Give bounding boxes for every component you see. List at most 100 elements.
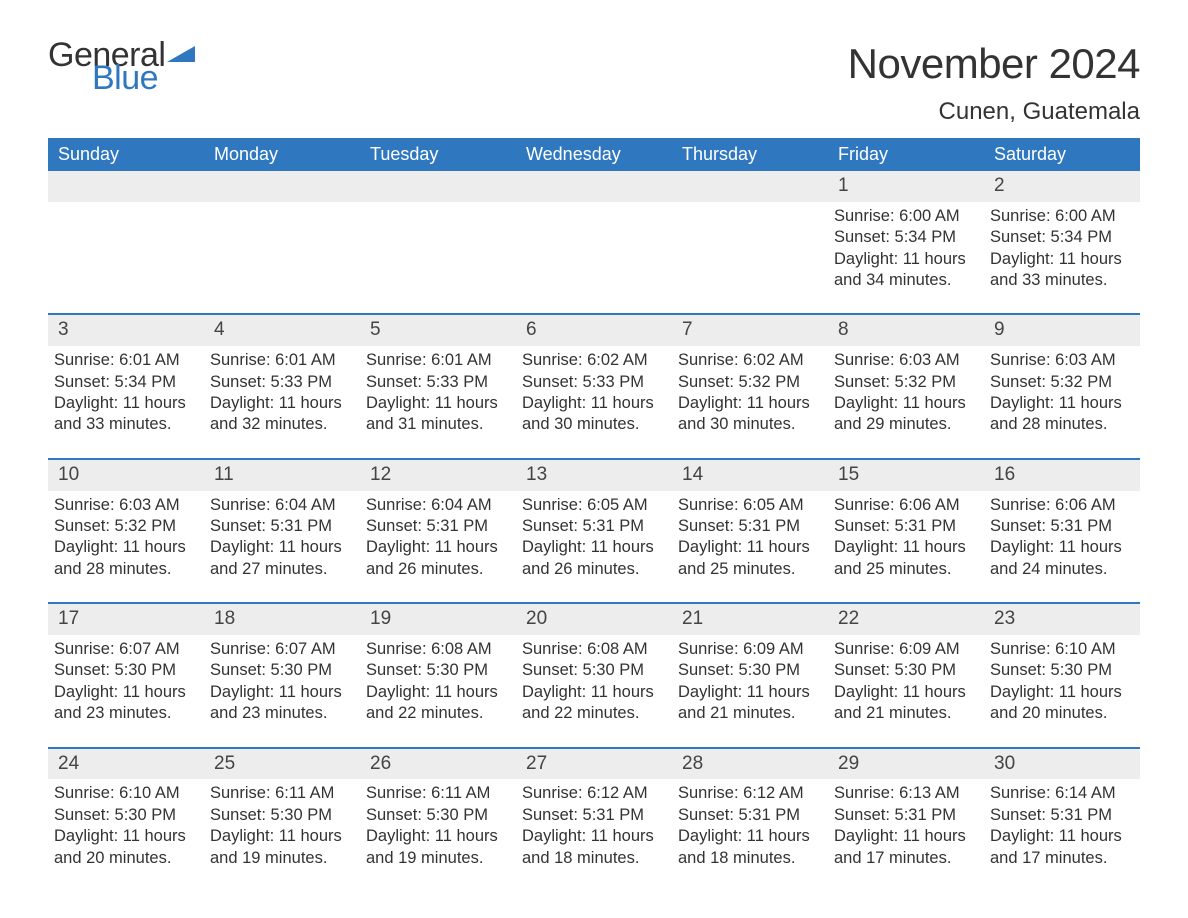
day-number: 12 <box>360 458 516 491</box>
sunrise-line: Sunrise: 6:11 AM <box>366 783 510 804</box>
sunset-line: Sunset: 5:30 PM <box>366 660 510 681</box>
sunrise-line: Sunrise: 6:00 AM <box>834 206 978 227</box>
sunrise-line: Sunrise: 6:02 AM <box>522 350 666 371</box>
sunrise-line: Sunrise: 6:02 AM <box>678 350 822 371</box>
sunrise-line: Sunrise: 6:09 AM <box>678 639 822 660</box>
calendar: SundayMondayTuesdayWednesdayThursdayFrid… <box>48 138 1140 891</box>
calendar-day: 12Sunrise: 6:04 AMSunset: 5:31 PMDayligh… <box>360 458 516 602</box>
sunset-line: Sunset: 5:34 PM <box>990 227 1134 248</box>
day-number: 2 <box>984 171 1140 202</box>
calendar-day: 14Sunrise: 6:05 AMSunset: 5:31 PMDayligh… <box>672 458 828 602</box>
sunset-line: Sunset: 5:32 PM <box>834 372 978 393</box>
day-number <box>204 171 360 202</box>
calendar-day: 4Sunrise: 6:01 AMSunset: 5:33 PMDaylight… <box>204 313 360 457</box>
calendar-day: 3Sunrise: 6:01 AMSunset: 5:34 PMDaylight… <box>48 313 204 457</box>
sunrise-line: Sunrise: 6:06 AM <box>990 495 1134 516</box>
daylight-line: Daylight: 11 hours and 28 minutes. <box>990 393 1134 436</box>
title-block: November 2024 Cunen, Guatemala <box>848 40 1140 126</box>
day-number: 13 <box>516 458 672 491</box>
calendar-day: 17Sunrise: 6:07 AMSunset: 5:30 PMDayligh… <box>48 602 204 746</box>
day-number: 3 <box>48 313 204 346</box>
sunset-line: Sunset: 5:30 PM <box>54 660 198 681</box>
sunrise-line: Sunrise: 6:05 AM <box>678 495 822 516</box>
calendar-day: 15Sunrise: 6:06 AMSunset: 5:31 PMDayligh… <box>828 458 984 602</box>
sunset-line: Sunset: 5:34 PM <box>54 372 198 393</box>
day-number: 28 <box>672 747 828 780</box>
sunset-line: Sunset: 5:30 PM <box>834 660 978 681</box>
sunrise-line: Sunrise: 6:12 AM <box>522 783 666 804</box>
calendar-day: 8Sunrise: 6:03 AMSunset: 5:32 PMDaylight… <box>828 313 984 457</box>
calendar-day: 16Sunrise: 6:06 AMSunset: 5:31 PMDayligh… <box>984 458 1140 602</box>
daylight-line: Daylight: 11 hours and 21 minutes. <box>678 682 822 725</box>
sunrise-line: Sunrise: 6:06 AM <box>834 495 978 516</box>
sunset-line: Sunset: 5:31 PM <box>990 516 1134 537</box>
sunrise-line: Sunrise: 6:07 AM <box>54 639 198 660</box>
weekday-header: Thursday <box>672 138 828 171</box>
day-number: 23 <box>984 602 1140 635</box>
weekday-header: Monday <box>204 138 360 171</box>
sunrise-line: Sunrise: 6:03 AM <box>990 350 1134 371</box>
sunrise-line: Sunrise: 6:04 AM <box>366 495 510 516</box>
sunrise-line: Sunrise: 6:11 AM <box>210 783 354 804</box>
sunset-line: Sunset: 5:30 PM <box>210 660 354 681</box>
day-number <box>48 171 204 202</box>
daylight-line: Daylight: 11 hours and 17 minutes. <box>834 826 978 869</box>
sunrise-line: Sunrise: 6:10 AM <box>54 783 198 804</box>
calendar-day: 30Sunrise: 6:14 AMSunset: 5:31 PMDayligh… <box>984 747 1140 891</box>
daylight-line: Daylight: 11 hours and 25 minutes. <box>834 537 978 580</box>
daylight-line: Daylight: 11 hours and 19 minutes. <box>366 826 510 869</box>
calendar-week: 17Sunrise: 6:07 AMSunset: 5:30 PMDayligh… <box>48 602 1140 746</box>
sunset-line: Sunset: 5:33 PM <box>210 372 354 393</box>
calendar-day <box>204 171 360 313</box>
month-title: November 2024 <box>848 40 1140 88</box>
brand-word-2: Blue <box>92 63 165 94</box>
calendar-day: 5Sunrise: 6:01 AMSunset: 5:33 PMDaylight… <box>360 313 516 457</box>
weekday-header: Tuesday <box>360 138 516 171</box>
daylight-line: Daylight: 11 hours and 27 minutes. <box>210 537 354 580</box>
calendar-day: 25Sunrise: 6:11 AMSunset: 5:30 PMDayligh… <box>204 747 360 891</box>
daylight-line: Daylight: 11 hours and 19 minutes. <box>210 826 354 869</box>
day-number: 19 <box>360 602 516 635</box>
day-number: 21 <box>672 602 828 635</box>
sunrise-line: Sunrise: 6:01 AM <box>210 350 354 371</box>
sunrise-line: Sunrise: 6:09 AM <box>834 639 978 660</box>
calendar-day: 2Sunrise: 6:00 AMSunset: 5:34 PMDaylight… <box>984 171 1140 313</box>
daylight-line: Daylight: 11 hours and 31 minutes. <box>366 393 510 436</box>
calendar-day: 22Sunrise: 6:09 AMSunset: 5:30 PMDayligh… <box>828 602 984 746</box>
day-number: 30 <box>984 747 1140 780</box>
sunrise-line: Sunrise: 6:08 AM <box>366 639 510 660</box>
sunrise-line: Sunrise: 6:08 AM <box>522 639 666 660</box>
brand-triangle-icon <box>167 44 195 64</box>
calendar-day: 9Sunrise: 6:03 AMSunset: 5:32 PMDaylight… <box>984 313 1140 457</box>
sunset-line: Sunset: 5:31 PM <box>210 516 354 537</box>
daylight-line: Daylight: 11 hours and 22 minutes. <box>366 682 510 725</box>
sunrise-line: Sunrise: 6:12 AM <box>678 783 822 804</box>
day-number <box>360 171 516 202</box>
sunrise-line: Sunrise: 6:00 AM <box>990 206 1134 227</box>
calendar-day: 20Sunrise: 6:08 AMSunset: 5:30 PMDayligh… <box>516 602 672 746</box>
daylight-line: Daylight: 11 hours and 22 minutes. <box>522 682 666 725</box>
calendar-day: 6Sunrise: 6:02 AMSunset: 5:33 PMDaylight… <box>516 313 672 457</box>
daylight-line: Daylight: 11 hours and 29 minutes. <box>834 393 978 436</box>
calendar-day: 13Sunrise: 6:05 AMSunset: 5:31 PMDayligh… <box>516 458 672 602</box>
day-number: 22 <box>828 602 984 635</box>
sunset-line: Sunset: 5:31 PM <box>678 805 822 826</box>
daylight-line: Daylight: 11 hours and 18 minutes. <box>522 826 666 869</box>
calendar-day: 26Sunrise: 6:11 AMSunset: 5:30 PMDayligh… <box>360 747 516 891</box>
sunset-line: Sunset: 5:30 PM <box>522 660 666 681</box>
calendar-week: 3 Sunrise: 6:01 AM Sunset: 5:34 PM Daylight… <box>48 313 1140 457</box>
daylight-line: Daylight: 11 hours and 30 minutes. <box>678 393 822 436</box>
day-number: 29 <box>828 747 984 780</box>
daylight-line: Daylight: 11 hours and 24 minutes. <box>990 537 1134 580</box>
sunset-line: Sunset: 5:34 PM <box>834 227 978 248</box>
calendar-day: 21Sunrise: 6:09 AMSunset: 5:30 PMDayligh… <box>672 602 828 746</box>
sunset-line: Sunset: 5:32 PM <box>54 516 198 537</box>
calendar-week: 10Sunrise: 6:03 AMSunset: 5:32 PMDayligh… <box>48 458 1140 602</box>
brand-text-wrap: General Blue <box>48 40 165 93</box>
calendar-day <box>672 171 828 313</box>
daylight-line: Daylight: 11 hours and 20 minutes. <box>54 826 198 869</box>
daylight-line: Daylight: 11 hours and 25 minutes. <box>678 537 822 580</box>
day-number: 26 <box>360 747 516 780</box>
day-number: 7 <box>672 313 828 346</box>
sunrise-line: Sunrise: 6:14 AM <box>990 783 1134 804</box>
